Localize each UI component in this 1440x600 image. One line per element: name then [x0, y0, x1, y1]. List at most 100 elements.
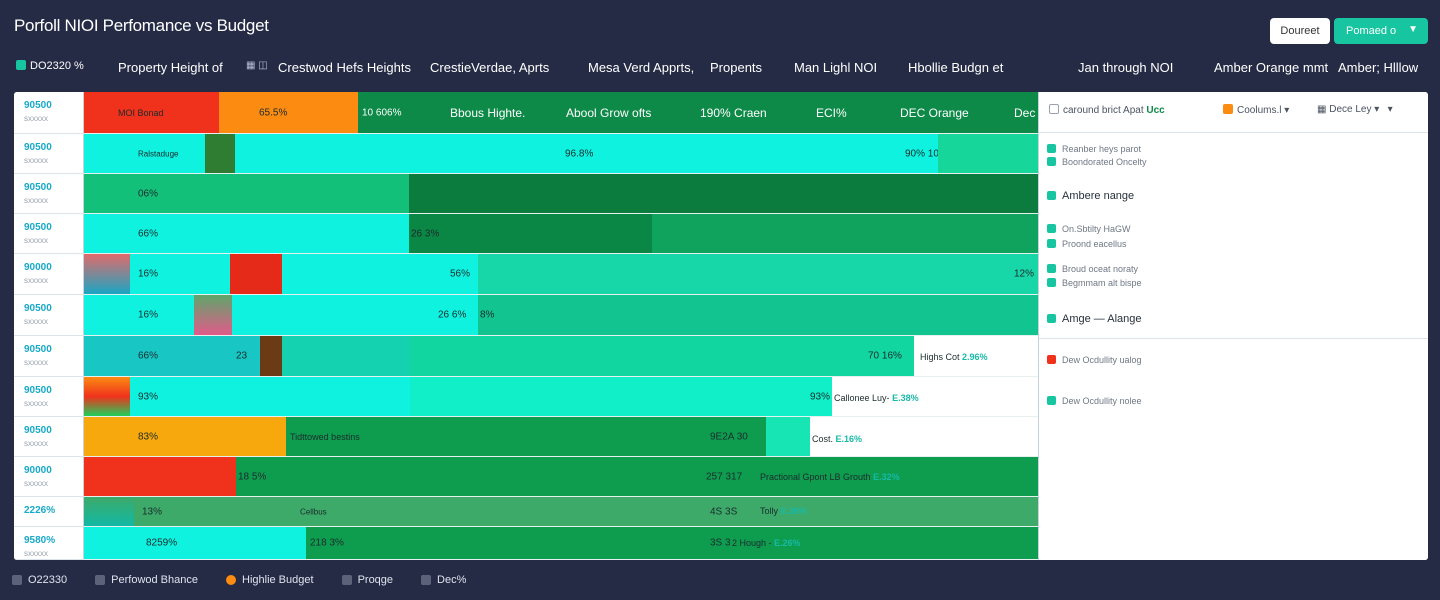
grid-cell[interactable]: 13% Cellbus 4S 3S	[134, 497, 756, 526]
side-list-item[interactable]: Ambere nange	[1047, 190, 1134, 202]
grid-cell[interactable]	[282, 336, 410, 376]
grid-cell[interactable]: 06%	[84, 174, 409, 213]
grid-cell[interactable]	[230, 254, 282, 294]
grid-cell[interactable]: 93%	[410, 377, 832, 416]
grid-cell[interactable]	[84, 457, 236, 496]
grid-cell[interactable]	[938, 134, 1038, 173]
checkbox-icon[interactable]	[1049, 104, 1059, 114]
grid-cell[interactable]	[194, 295, 232, 335]
row-label[interactable]: 90500 sxxxxx	[14, 336, 84, 377]
row-label-sub: sxxxxx	[24, 156, 48, 165]
grid-cell[interactable]	[766, 417, 810, 456]
column-header[interactable]: Man Lighl NOI	[794, 60, 878, 75]
grid-cell[interactable]: MOI Bonad	[84, 92, 219, 133]
grid-cell[interactable]	[84, 254, 130, 294]
legend-label: Dec%	[437, 574, 467, 586]
column-header[interactable]: Propents	[710, 60, 763, 75]
cell-label: Dec	[1014, 105, 1036, 120]
grid-cell[interactable]	[652, 214, 1038, 253]
row-label[interactable]: 90500 sxxxxx	[14, 92, 84, 134]
side-header[interactable]: caround brict Apat Ucc	[1049, 104, 1165, 116]
cell-label: 66%	[138, 228, 159, 239]
row-label[interactable]: 90500 sxxxxx	[14, 295, 84, 336]
grid-cell[interactable]	[205, 134, 235, 173]
grid-cell[interactable]: 56%	[282, 254, 478, 294]
column-header[interactable]: Mesa Verd Apprts,	[588, 60, 695, 75]
filter-icon[interactable]: ▦ ◫	[246, 60, 268, 71]
legend-item[interactable]: O22330	[12, 574, 67, 586]
column-header[interactable]: Property Height of	[118, 60, 223, 75]
row-label-sub: sxxxxx	[24, 549, 48, 558]
row-label[interactable]: 90000 sxxxxx	[14, 457, 84, 497]
grid-cell[interactable]	[84, 377, 130, 416]
grid-cell[interactable]: 70 16%	[410, 336, 914, 376]
row-label[interactable]: 2226%	[14, 497, 84, 527]
row-label-value: 90500	[24, 385, 52, 396]
row-label-value: 90500	[24, 303, 52, 314]
annotation-label: Cost.	[812, 434, 834, 444]
side-list-item[interactable]: Dew Ocdullity ualog	[1047, 355, 1142, 365]
table-row: 66% 23 70 16%	[84, 336, 1038, 377]
side-list-item[interactable]: On.Sbtilty HaGW	[1047, 224, 1131, 234]
grid-cell[interactable]: 16%	[130, 254, 230, 294]
grid-cell[interactable]: 96.8% 90% 10%	[235, 134, 938, 173]
grid-cell[interactable]: 10 606% Bbous Highte. Abool Grow ofts 19…	[358, 92, 1038, 133]
grid-cell[interactable]: Ralstaduge	[84, 134, 205, 173]
side-list-item[interactable]: Proond eacellus	[1047, 239, 1127, 249]
cell-label: Abool Grow ofts	[566, 105, 652, 120]
grid-cell[interactable]: 8%	[478, 295, 1038, 335]
column-header[interactable]: Crestwod Hefs Heights	[278, 60, 411, 75]
row-label[interactable]: 90500 sxxxxx	[14, 214, 84, 254]
item-label: Dew Ocdullity ualog	[1062, 355, 1142, 365]
row-label[interactable]: 90500 sxxxxx	[14, 134, 84, 174]
doureet-button[interactable]: Doureet	[1270, 18, 1330, 44]
grid-cell[interactable]: 18 5% 257 317	[236, 457, 756, 496]
cell-label: ECI%	[816, 105, 847, 120]
grid-cell[interactable]: 65.5%	[219, 92, 358, 133]
legend-item[interactable]: Proqge	[341, 574, 393, 586]
row-label[interactable]: 90500 sxxxxx	[14, 174, 84, 214]
columns-dropdown[interactable]: Coolums.l ▾	[1223, 104, 1289, 116]
layout-dropdown[interactable]: ▦ Dece Ley ▾ ▾	[1317, 104, 1393, 115]
column-header[interactable]: Hbollie Budgn et	[908, 60, 1004, 75]
grid-cell[interactable]: 218 3% 3S 3S	[306, 527, 730, 559]
grid-cell[interactable]: 93%	[130, 377, 410, 416]
grid-cell[interactable]: 66%	[84, 214, 409, 253]
row-label[interactable]: 9580% sxxxxx	[14, 527, 84, 560]
column-header[interactable]: Amber; Hlllow	[1338, 60, 1419, 75]
grid-cell[interactable]: Tidttowed bestins 9E2A 30	[286, 417, 766, 456]
column-header[interactable]: Amber Orange mmt	[1214, 60, 1329, 75]
legend-item[interactable]: Perfowod Bhance	[95, 574, 198, 586]
side-list-item[interactable]: Begmmam alt bispe	[1047, 278, 1142, 288]
cell-label: 4S 3S	[710, 506, 738, 517]
grid-cell[interactable]: 12%	[478, 254, 1038, 294]
table-row: Ralstaduge 96.8% 90% 10%	[84, 134, 1038, 174]
row-label[interactable]: 90000 sxxxxx	[14, 254, 84, 295]
grid-cell[interactable]: 8259%	[84, 527, 306, 559]
grid-cell[interactable]: 16%	[84, 295, 194, 335]
row-label[interactable]: 90500 sxxxxx	[14, 417, 84, 457]
row-annotation: Highs Cot 2.96%	[920, 352, 988, 362]
column-header[interactable]: CrestieVerdae, Aprts	[430, 60, 550, 75]
grid-cell[interactable]: 13%	[84, 497, 134, 526]
side-list-item[interactable]: Dew Ocdullity nolee	[1047, 396, 1142, 406]
row-label[interactable]: 90500 sxxxxx	[14, 377, 84, 417]
grid-cell[interactable]: 66% 23	[84, 336, 260, 376]
side-list-item[interactable]: Broud oceat noraty	[1047, 264, 1138, 274]
grid-cell[interactable]: 26 6%	[232, 295, 478, 335]
side-list-item[interactable]: Boondorated Oncelty	[1047, 157, 1147, 167]
grid-cell[interactable]: 83%	[84, 417, 286, 456]
grid-cell[interactable]: 26 3%	[409, 214, 652, 253]
legend-swatch-icon	[16, 60, 26, 70]
column-header[interactable]: Jan through NOI	[1078, 60, 1174, 75]
chevron-down-icon[interactable]: ▼	[1408, 24, 1418, 35]
grid-cell[interactable]	[260, 336, 282, 376]
table-row: 83% Tidttowed bestins 9E2A 30	[84, 417, 1038, 457]
legend-item[interactable]: Dec%	[421, 574, 466, 586]
legend-item[interactable]: Highlie Budget	[226, 574, 314, 586]
row-label-sub: sxxxxx	[24, 196, 48, 205]
side-list-item[interactable]: Amge — Alange	[1047, 313, 1142, 325]
pomaed-button[interactable]: Pomaed o ▼	[1334, 18, 1428, 44]
side-list-item[interactable]: Reanber heys parot	[1047, 144, 1141, 154]
